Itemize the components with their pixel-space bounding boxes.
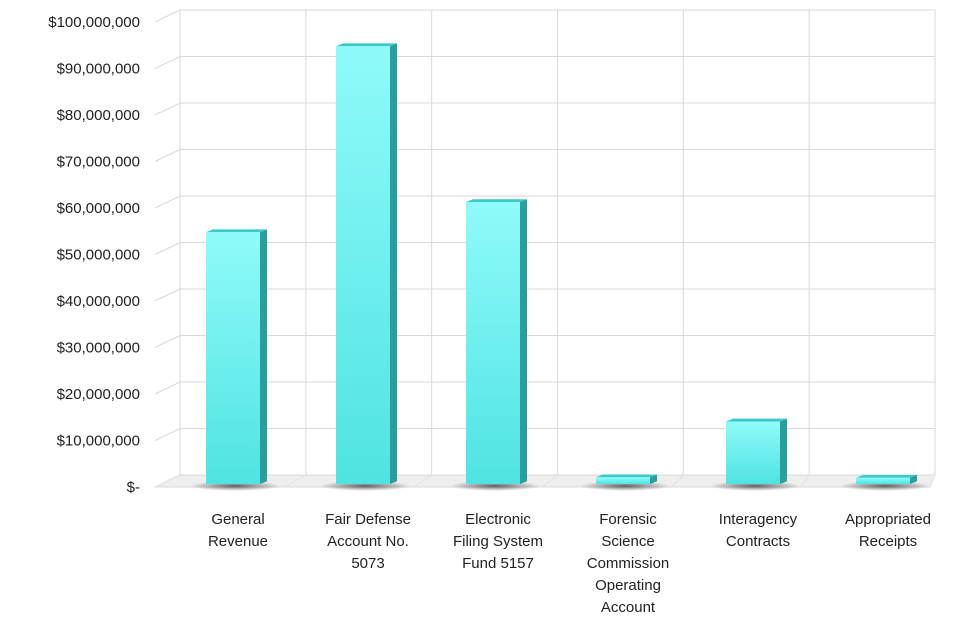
gridline-side: [154, 56, 181, 69]
y-tick-label: $70,000,000: [57, 154, 140, 171]
bar: [190, 229, 280, 491]
x-tick-label: Electronic Filing System Fund 5157: [453, 511, 543, 572]
gridline-side: [154, 428, 181, 441]
bar: [320, 43, 410, 491]
y-tick-label: $50,000,000: [57, 247, 140, 264]
bar-side-face: [650, 474, 657, 484]
bar-front-face: [596, 477, 650, 484]
x-tick-label: Interagency Contracts: [719, 511, 798, 550]
bar-side-face: [390, 43, 397, 485]
y-tick-label: $80,000,000: [57, 107, 140, 124]
bar-front-face: [466, 202, 520, 484]
bar-top-face: [856, 474, 917, 478]
bar-front-face: [726, 421, 780, 484]
x-axis-category-labels: General Revenue Fair Defense Account No. 507…: [208, 511, 931, 616]
x-tick-label: Appropriated Receipts: [845, 511, 931, 550]
bar-front-face: [206, 232, 260, 484]
bar-top-face: [336, 43, 397, 47]
bar-front-face: [856, 477, 910, 484]
y-tick-label: $20,000,000: [57, 386, 140, 403]
bar-top-face: [596, 474, 657, 478]
bar: [840, 474, 930, 491]
bar-side-face: [780, 418, 787, 484]
y-axis-tick-labels: $- $10,000,000 $20,000,000 $30,000,000 $40,0…: [48, 14, 140, 496]
gridline-side: [154, 102, 181, 116]
gridline-side: [154, 381, 181, 395]
gridline-side: [154, 195, 181, 209]
floor-divider: [413, 474, 432, 488]
gridline-side: [154, 335, 181, 348]
x-tick-label: Fair Defense Account No. 5073: [325, 511, 411, 572]
bar-side-face: [260, 229, 267, 484]
bar: [710, 418, 800, 491]
bar: [580, 474, 670, 491]
y-tick-label: $-: [127, 479, 140, 496]
floor-divider: [154, 474, 181, 488]
bar-front-face: [336, 46, 390, 484]
gridline-side: [154, 242, 181, 255]
floor-divider: [671, 474, 684, 488]
y-tick-label: $10,000,000: [57, 433, 140, 450]
bar-top-face: [726, 418, 787, 422]
y-tick-label: $90,000,000: [57, 61, 140, 78]
y-tick-label: $60,000,000: [57, 200, 140, 217]
floor-divider: [542, 474, 558, 488]
y-tick-label: $100,000,000: [48, 14, 140, 31]
bar-side-face: [520, 199, 527, 484]
gridline-side: [154, 149, 181, 162]
floor-divider: [800, 474, 810, 488]
y-tick-label: $30,000,000: [57, 340, 140, 357]
x-tick-label: Forensic Science Commission Operating Accoun…: [587, 511, 670, 616]
y-tick-label: $40,000,000: [57, 293, 140, 310]
bar-top-face: [206, 229, 267, 233]
gridline-side: [154, 9, 181, 23]
floor-divider: [929, 474, 936, 488]
gridlines: [154, 9, 936, 488]
x-tick-label: General Revenue: [208, 511, 268, 550]
bar: [450, 199, 540, 491]
bars: [190, 43, 930, 491]
floor-divider: [283, 474, 307, 488]
bar-side-face: [910, 474, 917, 484]
gridline-side: [154, 288, 181, 302]
bar-top-face: [466, 199, 527, 202]
